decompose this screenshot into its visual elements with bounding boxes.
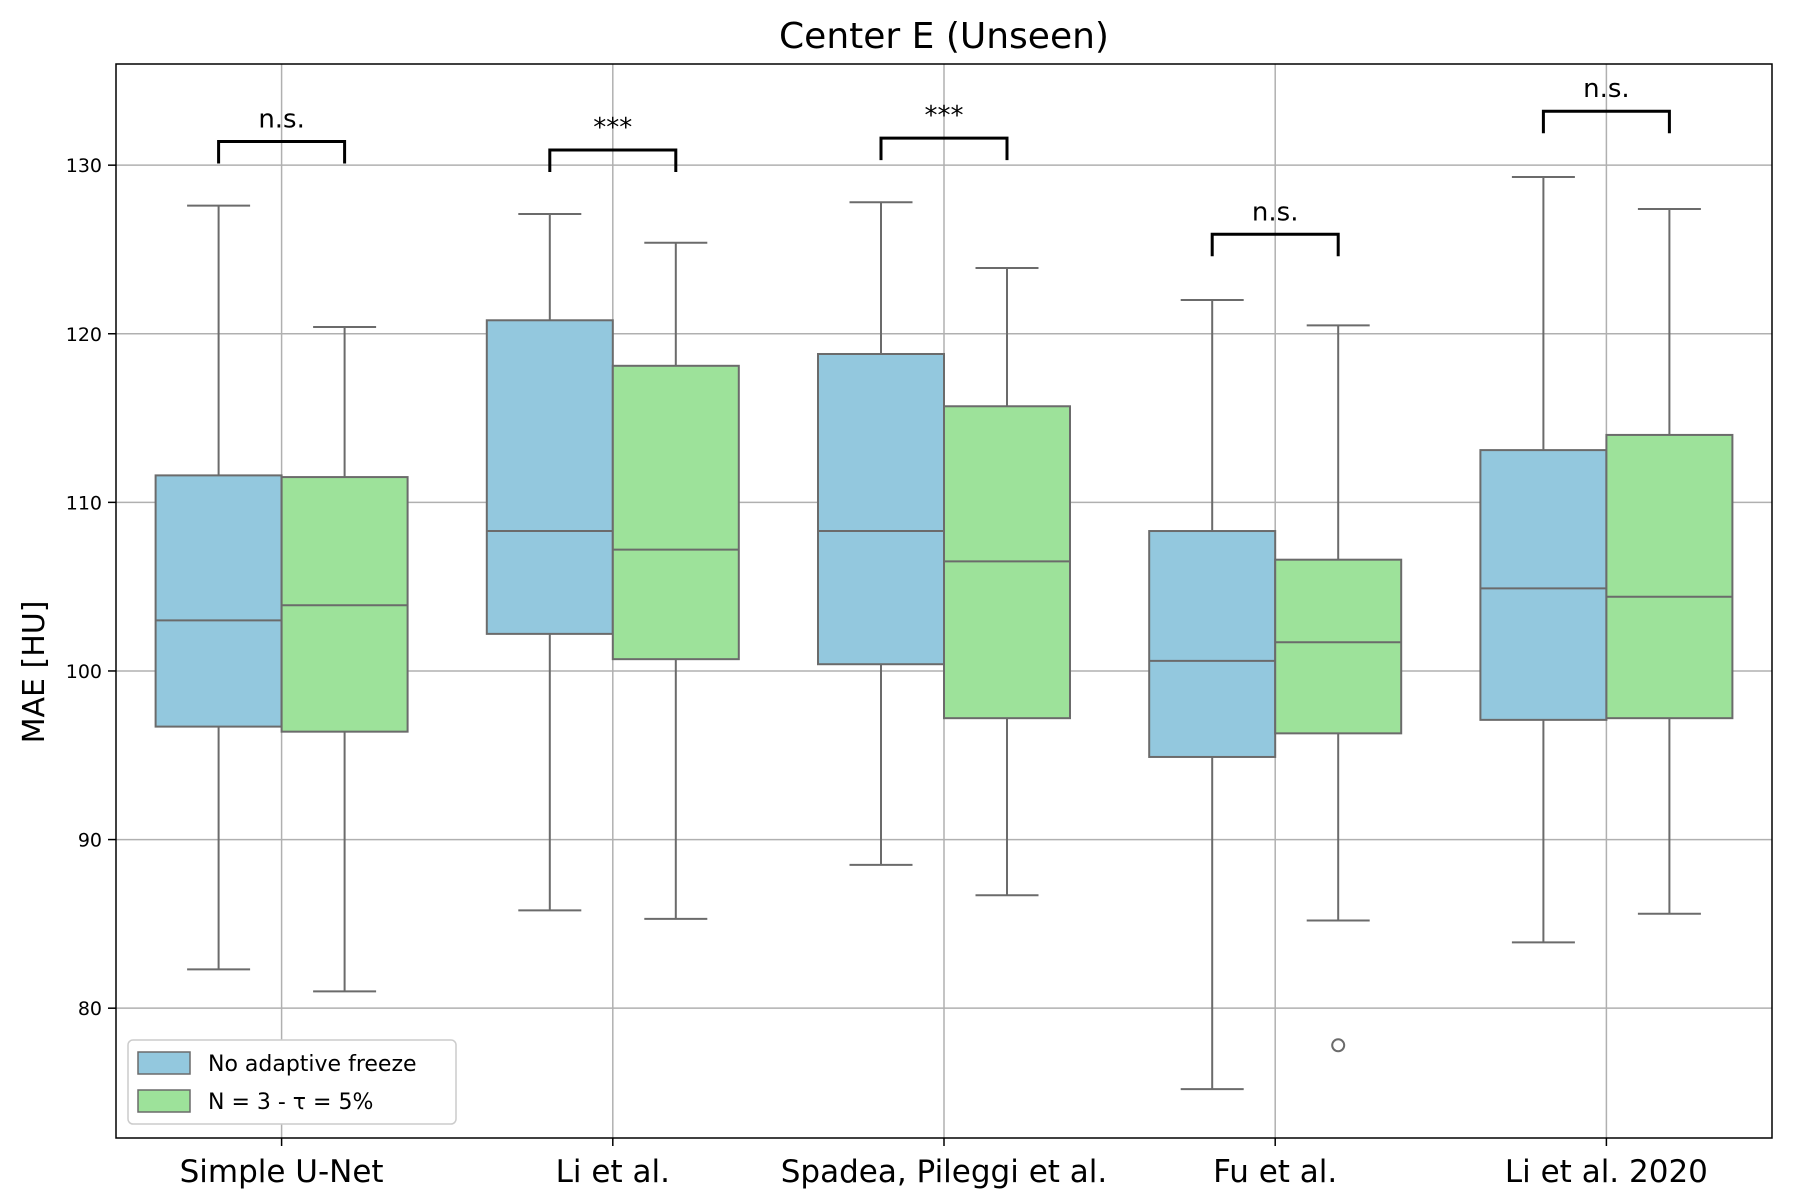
plot-frame: [115, 63, 1773, 1139]
chart-title: Center E (Unseen): [779, 16, 1109, 57]
significance-bracket: [1210, 232, 1340, 257]
significance-bracket: [879, 136, 1009, 161]
significance-bracket: [217, 140, 347, 164]
significance-label: ***: [593, 113, 632, 143]
y-tick-label: 100: [66, 661, 102, 683]
y-tick-label: 110: [66, 492, 102, 514]
y-tick-label: 130: [66, 155, 102, 177]
legend-label: N = 3 - τ = 5%: [208, 1090, 373, 1115]
box-series: [154, 175, 1734, 1091]
x-tick-label: Fu et al.: [1213, 1154, 1337, 1190]
box: [817, 352, 945, 666]
significance-annotations: n.s. *** *** n.s. n.s.: [217, 74, 1671, 257]
x-tick-label: Simple U-Net: [180, 1154, 384, 1190]
significance-bracket: [1541, 109, 1671, 134]
significance-label: ***: [925, 101, 964, 131]
y-tick-label: 120: [66, 324, 102, 346]
box: [611, 364, 740, 661]
legend-label: No adaptive freeze: [208, 1052, 417, 1077]
box: [1148, 530, 1277, 758]
significance-bracket: [548, 148, 678, 172]
y-axis-label: MAE [HU]: [17, 601, 52, 744]
box: [154, 474, 283, 728]
y-tick-label: 90: [78, 830, 102, 852]
outlier-point: [1331, 1038, 1346, 1053]
significance-label: n.s.: [1252, 197, 1299, 227]
x-tick-label: Spadea, Pileggi et al.: [781, 1154, 1107, 1190]
legend-frame: [127, 1039, 457, 1125]
significance-label: n.s.: [1583, 74, 1630, 104]
x-tick-label: Li et al. 2020: [1505, 1154, 1708, 1190]
significance-label: n.s.: [258, 105, 305, 135]
legend-swatch: [137, 1051, 191, 1075]
box: [485, 319, 614, 635]
x-tick-label: Li et al.: [556, 1154, 670, 1190]
y-axis-ticks: 80 90 100 110 120 130: [66, 155, 116, 1020]
x-axis-ticks: Simple U-Net Li et al. Spadea, Pileggi et …: [180, 1138, 1708, 1190]
box: [1479, 449, 1608, 721]
legend: No adaptive freeze N = 3 - τ = 5%: [127, 1039, 457, 1125]
box: [1605, 433, 1734, 720]
legend-swatch: [137, 1089, 191, 1113]
box: [1274, 558, 1403, 735]
y-tick-label: 80: [78, 998, 102, 1020]
